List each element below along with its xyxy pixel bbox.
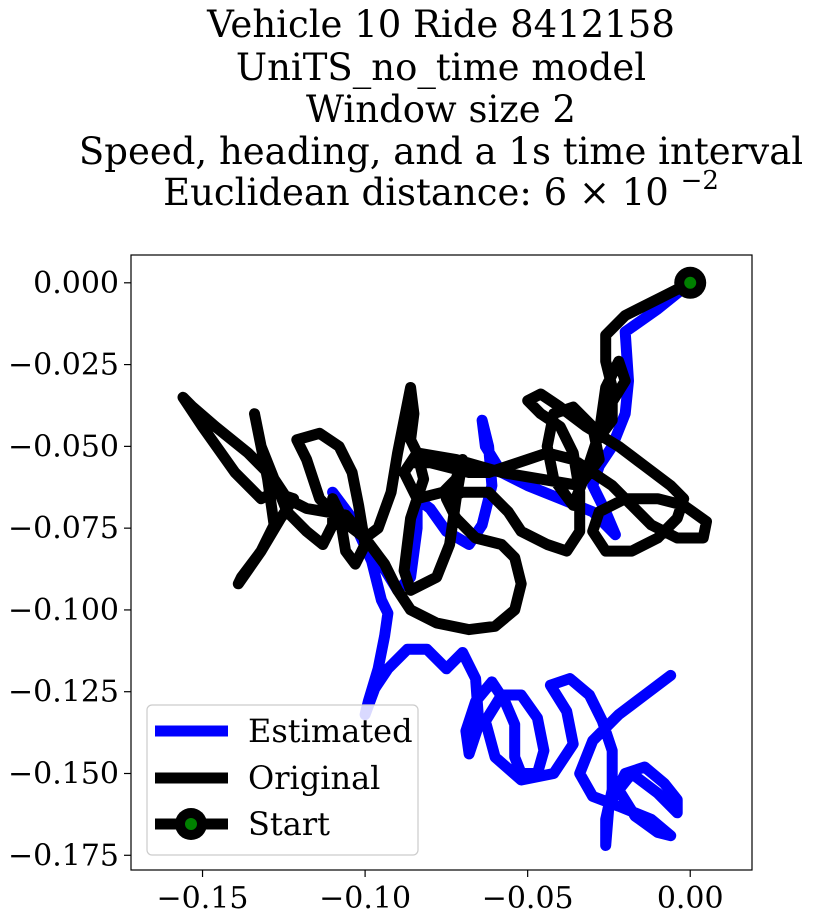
legend-start-marker-inner [185,818,197,830]
title-metric-base: 10 [622,171,669,214]
y-axis-ticks: 0.000 −0.025 −0.050 −0.075 −0.100 −0.125 −0.15… [8,266,131,873]
legend-frame [146,704,419,856]
title-metric-exponent: −2 [681,166,719,196]
x-tick-label: −0.05 [482,881,574,916]
start-marker-inner [684,276,697,289]
title-line-3: Window size 2 [306,88,576,131]
legend-original-label: Original [248,759,380,797]
x-tick-label: −0.10 [319,881,411,916]
start-layer [674,266,707,299]
y-tick-label: 0.000 [33,266,119,301]
series-line-estimated [327,277,696,851]
y-tick-label: −0.100 [8,593,119,628]
x-tick-label: −0.15 [157,881,249,916]
y-tick-label: −0.050 [8,429,119,464]
legend-estimated-label: Estimated [248,712,413,750]
title-line-4: Speed, heading, and a 1s time interval [79,130,803,173]
title-metric-times: × [579,171,610,214]
x-axis-ticks: −0.15 −0.10 −0.05 0.00 [157,870,724,916]
title-metric-mantissa: 6 [544,171,568,214]
series-line-original [177,277,712,636]
legend: Estimated Original Start [146,704,419,856]
chart-title: Vehicle 10 Ride 8412158 UniTS_no_time mo… [79,3,803,214]
title-line-5: Euclidean distance: 6 × 10 −2 [163,166,719,214]
series-layer [177,277,712,851]
title-metric-prefix: Euclidean distance: [163,171,544,214]
title-line-2: UniTS_no_time model [236,46,646,90]
title-line-1: Vehicle 10 Ride 8412158 [206,3,675,46]
y-tick-label: −0.125 [8,675,119,710]
y-tick-label: −0.150 [8,756,119,791]
x-tick-label: 0.00 [657,881,724,916]
y-tick-label: −0.075 [8,511,119,546]
legend-start-label: Start [248,805,330,843]
y-tick-label: −0.025 [8,348,119,383]
y-tick-label: −0.175 [8,838,119,873]
